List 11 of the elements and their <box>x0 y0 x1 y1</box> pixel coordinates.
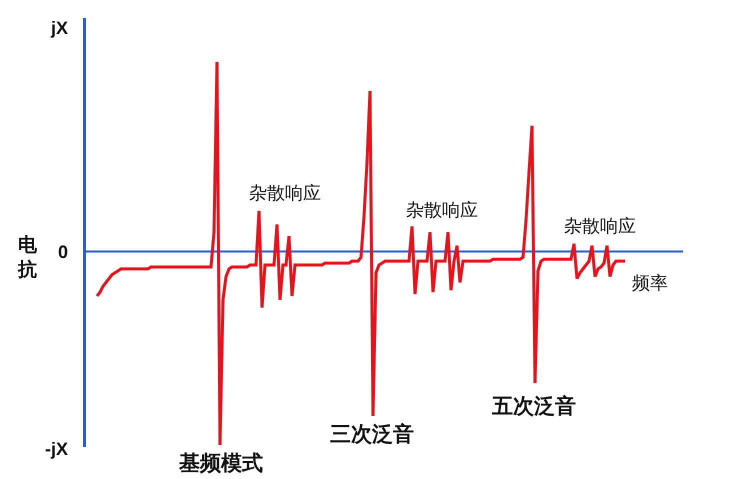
annotation: 杂散响应 <box>406 200 478 220</box>
text: -jX <box>45 439 68 459</box>
x-axis-title: 频率 <box>632 273 668 293</box>
annotation: 杂散响应 <box>249 183 321 203</box>
annotation: 杂散响应 <box>564 216 636 236</box>
text: 0 <box>58 242 68 262</box>
annotation: 五次泛音 <box>491 394 576 418</box>
text: 基频模式 <box>178 452 263 475</box>
text: jX <box>50 18 68 38</box>
y-axis-title: 电抗 <box>17 234 38 281</box>
annotation: 三次泛音 <box>330 422 414 446</box>
